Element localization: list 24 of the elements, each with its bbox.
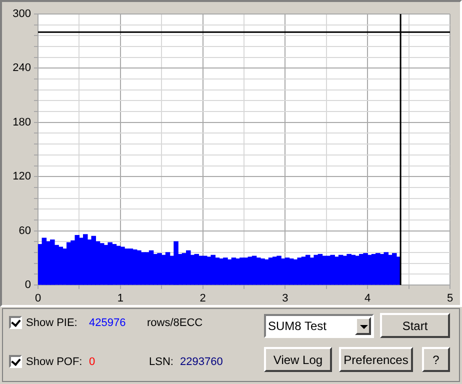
x-tick-label: 5 bbox=[446, 292, 454, 305]
x-tick-label: 4 bbox=[364, 292, 371, 305]
text: LSN: bbox=[149, 355, 174, 369]
y-tick-label: 240 bbox=[12, 62, 31, 74]
y-tick-label: 300 bbox=[12, 8, 31, 20]
button: ? bbox=[422, 347, 450, 372]
button: View Log bbox=[264, 347, 332, 372]
button: Preferences bbox=[339, 347, 413, 372]
text: 2293760 bbox=[180, 355, 223, 369]
x-tick-label: 2 bbox=[200, 292, 206, 305]
y-tick-label: 60 bbox=[18, 224, 31, 237]
y-tick-label: 120 bbox=[12, 170, 31, 183]
text: 425976 bbox=[89, 316, 126, 330]
text: rows/8ECC bbox=[147, 316, 203, 330]
x-tick-label: 1 bbox=[117, 292, 124, 305]
x-tick-label: 3 bbox=[282, 292, 288, 305]
y-tick-label: 180 bbox=[12, 116, 31, 128]
text: Show POF: bbox=[26, 355, 82, 369]
y-tick-label: 0 bbox=[24, 279, 31, 292]
text: SUM8 Test bbox=[268, 319, 326, 333]
text: 0 bbox=[89, 355, 96, 369]
text: Show PIE: bbox=[26, 316, 78, 330]
button: Start bbox=[380, 313, 450, 338]
x-tick-label: 0 bbox=[34, 292, 42, 305]
